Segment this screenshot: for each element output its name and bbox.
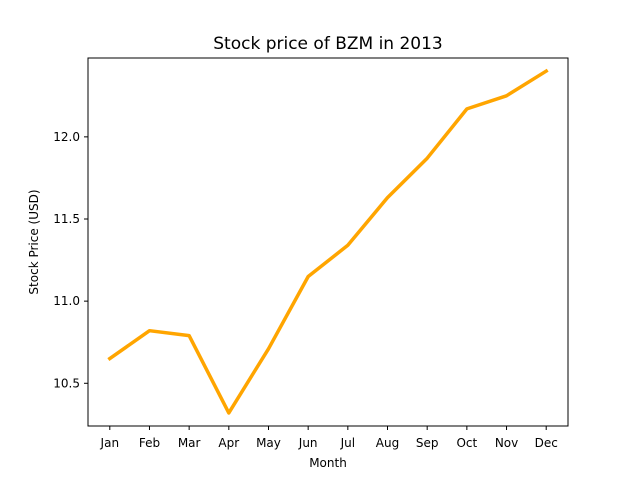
x-tick-label-jun: Jun	[298, 436, 318, 450]
series-line-0	[107, 68, 549, 415]
plot-area	[87, 57, 569, 427]
x-tick-label-apr: Apr	[218, 436, 239, 450]
x-tick-label-nov: Nov	[495, 436, 518, 450]
x-tick-label-oct: Oct	[456, 436, 477, 450]
y-tick-label: 10.5	[53, 376, 80, 390]
y-axis: 10.5 11.0 11.5 12.0	[53, 130, 88, 390]
x-tick-label-sep: Sep	[416, 436, 439, 450]
series-layer	[107, 68, 549, 415]
x-tick-label-may: May	[256, 436, 281, 450]
x-tick-label-jan: Jan	[100, 436, 120, 450]
y-tick-label: 12.0	[53, 130, 80, 144]
x-tick-label-jul: Jul	[340, 436, 355, 450]
y-axis-label: Stock Price (USD)	[27, 189, 41, 294]
x-tick-label-aug: Aug	[376, 436, 399, 450]
x-axis: Jan Feb Mar Apr May Jun Jul Aug Sep Oct Nov Dec	[100, 426, 558, 450]
y-tick-label: 11.0	[53, 294, 80, 308]
x-tick-label-feb: Feb	[139, 436, 160, 450]
x-tick-label-dec: Dec	[535, 436, 558, 450]
x-tick-label-mar: Mar	[178, 436, 201, 450]
y-tick-label: 11.5	[53, 212, 80, 226]
chart-title: Stock price of BZM in 2013	[213, 34, 443, 54]
x-axis-label: Month	[309, 456, 347, 470]
